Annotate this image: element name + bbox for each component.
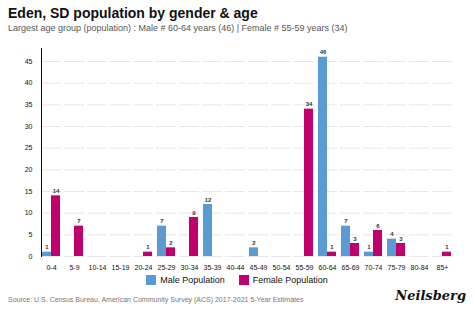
svg-text:30: 30 xyxy=(25,123,33,130)
svg-text:85+: 85+ xyxy=(437,264,449,271)
svg-text:12: 12 xyxy=(205,197,212,203)
html-text:Eden, SD population by gender: Eden, SD population by gender & age xyxy=(8,5,258,21)
svg-text:70-74: 70-74 xyxy=(365,264,383,271)
html-text:Source: U.S. Census Bureau, Am: Source: U.S. Census Bureau, American Com… xyxy=(8,296,304,303)
html-text:Largest age group (population): Largest age group (population) : Male # … xyxy=(8,23,348,33)
svg-text:1: 1 xyxy=(330,244,334,250)
svg-text:1: 1 xyxy=(45,244,49,250)
svg-text:7: 7 xyxy=(160,218,164,224)
svg-text:55-59: 55-59 xyxy=(296,264,314,271)
svg-text:2: 2 xyxy=(169,240,173,246)
svg-text:60-64: 60-64 xyxy=(319,264,337,271)
svg-text:9: 9 xyxy=(192,210,196,216)
svg-text:45-49: 45-49 xyxy=(250,264,268,271)
svg-text:0-4: 0-4 xyxy=(46,264,56,271)
svg-text:50-54: 50-54 xyxy=(273,264,291,271)
svg-text:10: 10 xyxy=(25,209,33,216)
svg-text:7: 7 xyxy=(344,218,348,224)
svg-text:34: 34 xyxy=(306,101,313,107)
svg-text:1: 1 xyxy=(445,244,449,250)
svg-text:40-44: 40-44 xyxy=(227,264,245,271)
html-text:Male Population: Male Population xyxy=(160,275,225,285)
svg-text:5-9: 5-9 xyxy=(69,264,79,271)
svg-text:25-29: 25-29 xyxy=(158,264,176,271)
svg-text:3: 3 xyxy=(399,236,403,242)
svg-text:14: 14 xyxy=(53,188,60,194)
svg-text:75-79: 75-79 xyxy=(388,264,406,271)
svg-text:1: 1 xyxy=(146,244,150,250)
svg-text:35: 35 xyxy=(25,101,33,108)
svg-text:20-24: 20-24 xyxy=(135,264,153,271)
svg-text:30-34: 30-34 xyxy=(181,264,199,271)
svg-text:1: 1 xyxy=(367,244,371,250)
svg-text:15: 15 xyxy=(25,188,33,195)
svg-text:80-84: 80-84 xyxy=(411,264,429,271)
svg-text:20: 20 xyxy=(25,166,33,173)
svg-text:46: 46 xyxy=(320,49,327,55)
svg-text:40: 40 xyxy=(25,79,33,86)
svg-text:15-19: 15-19 xyxy=(112,264,130,271)
html-text:Neilsberg: Neilsberg xyxy=(395,288,466,303)
svg-text:10-14: 10-14 xyxy=(89,264,107,271)
html-text:Female Population: Female Population xyxy=(252,275,328,285)
svg-text:35-39: 35-39 xyxy=(204,264,222,271)
svg-text:25: 25 xyxy=(25,144,33,151)
svg-text:7: 7 xyxy=(77,218,81,224)
svg-text:2: 2 xyxy=(252,240,256,246)
svg-text:45: 45 xyxy=(25,58,33,65)
svg-text:6: 6 xyxy=(376,223,380,229)
svg-text:3: 3 xyxy=(353,236,357,242)
svg-text:5: 5 xyxy=(29,231,33,238)
svg-text:4: 4 xyxy=(390,231,394,237)
svg-text:65-69: 65-69 xyxy=(342,264,360,271)
svg-text:0: 0 xyxy=(29,253,33,260)
